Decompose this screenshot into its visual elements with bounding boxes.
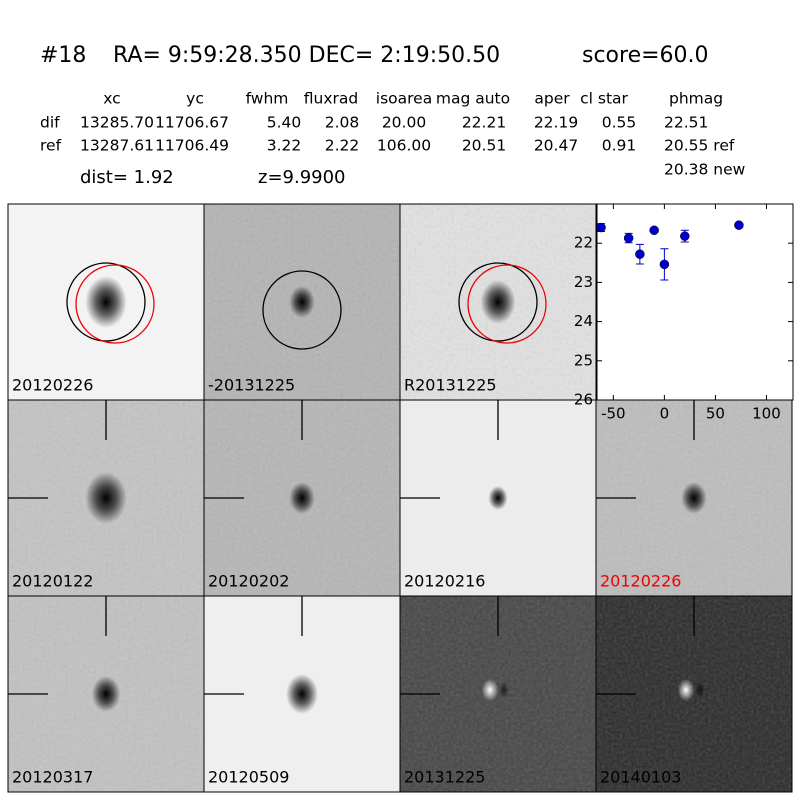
score: score=60.0 — [582, 43, 709, 68]
panel-label: 20120202 — [208, 572, 289, 591]
point — [659, 259, 670, 270]
source — [286, 674, 318, 714]
cell: 20.00 — [382, 114, 426, 132]
source — [85, 472, 127, 524]
circle-det — [467, 264, 547, 344]
dist: dist= 1.92 — [80, 167, 174, 188]
panel-label: 20120509 — [208, 768, 289, 787]
column-header: mag auto — [436, 90, 510, 108]
cell: 2.22 — [325, 137, 360, 155]
cell: 20.55 ref — [664, 137, 735, 155]
source — [289, 286, 315, 318]
panel-label: 20120122 — [12, 572, 93, 591]
source-white — [677, 678, 695, 702]
cell: 0.55 — [602, 114, 637, 132]
source-white — [481, 678, 499, 702]
point — [680, 231, 690, 241]
y-tick-label: 25 — [574, 351, 593, 369]
circle-ref — [458, 262, 538, 342]
cell: 3.22 — [267, 137, 302, 155]
column-header: fwhm — [246, 90, 289, 108]
source — [681, 482, 707, 514]
row-header: dif — [40, 114, 60, 132]
circle-ref — [262, 270, 342, 350]
source — [91, 676, 121, 712]
column-header: aper — [534, 90, 570, 108]
source — [480, 280, 516, 324]
point — [597, 222, 606, 233]
y-tick-label: 26 — [574, 391, 593, 409]
column-header: isoarea — [376, 90, 432, 108]
cell: 22.51 — [664, 114, 708, 132]
cell: 106.00 — [377, 137, 431, 155]
panel-label: 20131225 — [404, 768, 485, 787]
point — [649, 225, 659, 236]
source — [499, 681, 509, 699]
light-curve: 22 23 24 25 26 -50 0 50 100 — [574, 203, 794, 423]
panel-label: 20120216 — [404, 572, 485, 591]
x-tick-label: 0 — [660, 405, 670, 423]
source — [85, 276, 127, 328]
source — [289, 482, 315, 514]
circle-ref — [66, 262, 146, 342]
cell: 20.51 — [462, 137, 506, 155]
column-header: fluxrad — [304, 90, 358, 108]
cell: 20.47 — [534, 137, 578, 155]
y-tick-label: 23 — [574, 273, 593, 291]
row-header: ref — [40, 137, 62, 155]
cell: 2.08 — [325, 114, 360, 132]
point — [635, 249, 645, 259]
panel-frame — [595, 595, 793, 793]
cell: 11706.67 — [155, 114, 229, 132]
panel-label: -20131225 — [208, 376, 295, 395]
panel-label: R20131225 — [404, 376, 497, 395]
cell: 13285.70 — [80, 114, 154, 132]
x-tick-label: 50 — [706, 405, 725, 423]
point — [734, 220, 744, 230]
cell: 0.91 — [602, 137, 637, 155]
table: xc yc fwhm fluxrad isoarea mag auto aper cl sta… — [40, 90, 746, 179]
cell: 22.19 — [534, 114, 578, 132]
column-header: cl star — [580, 90, 628, 108]
panel-label: 20120226 — [12, 376, 93, 395]
panels: 20120226 -20131225 R20131225 20120122 201202… — [7, 203, 793, 793]
column-header: phmag — [669, 90, 723, 108]
y-tick-label: 24 — [574, 312, 593, 330]
source — [695, 681, 705, 699]
y-tick-label: 22 — [574, 234, 593, 252]
panel-label: 20140103 — [600, 768, 681, 787]
cell: 13287.61 — [80, 137, 154, 155]
cell: 20.38 new — [664, 161, 746, 179]
point — [623, 233, 634, 243]
column-header: yc — [186, 90, 204, 108]
x-tick-label: -50 — [601, 405, 626, 423]
column-header: xc — [103, 90, 120, 108]
cell: 22.21 — [462, 114, 506, 132]
z: z=9.9900 — [258, 167, 346, 188]
object-id: #18 — [40, 43, 86, 68]
points — [597, 220, 744, 281]
source — [488, 486, 508, 510]
circle-det — [75, 264, 155, 344]
panel-label: 20120317 — [12, 768, 93, 787]
coords: RA= 9:59:28.350 DEC= 2:19:50.50 — [113, 43, 500, 68]
cell: 11706.49 — [155, 137, 229, 155]
x-tick-label: 100 — [752, 405, 781, 423]
panel-label: 20120226 — [600, 572, 681, 591]
cell: 5.40 — [267, 114, 302, 132]
